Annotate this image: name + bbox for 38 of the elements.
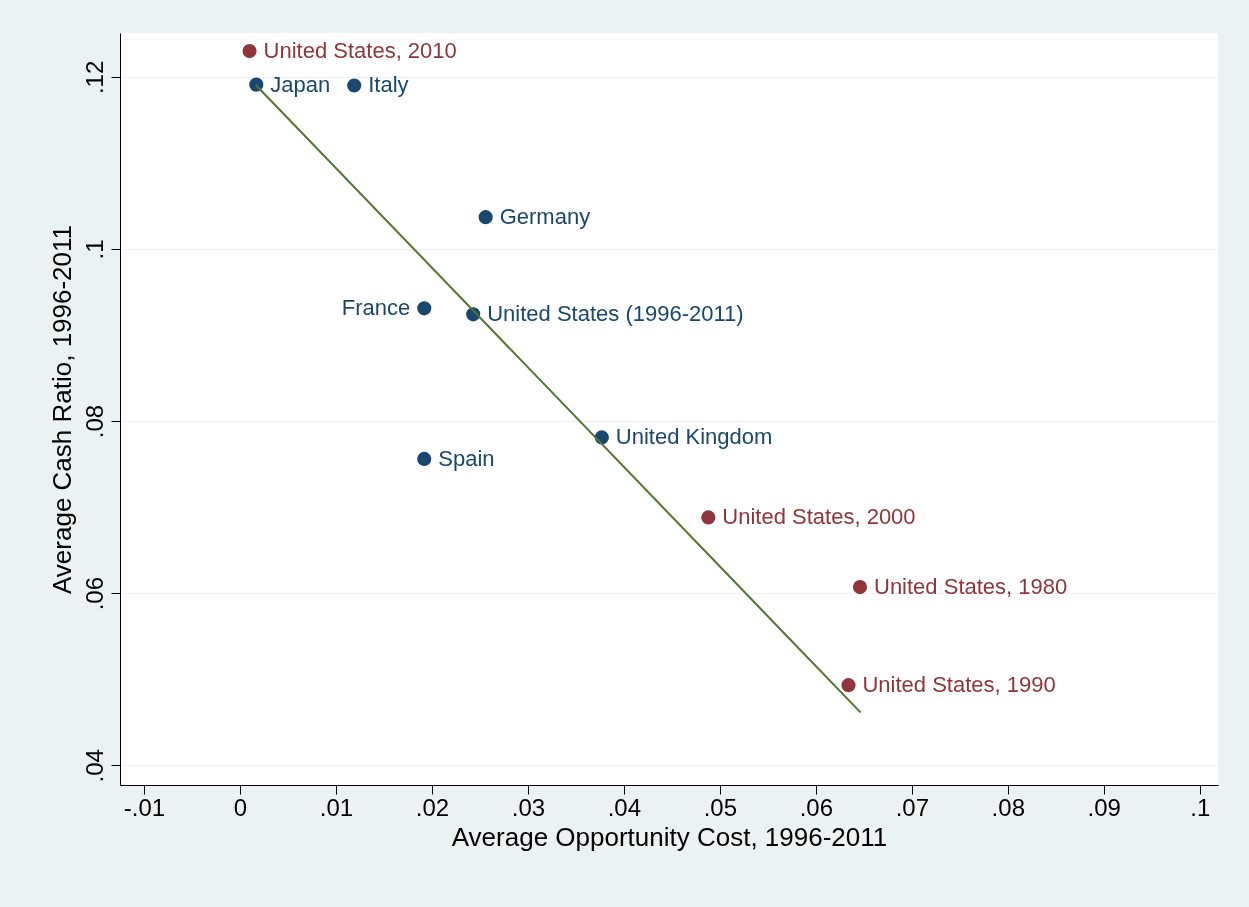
annotation: United States, 2000 (722, 504, 916, 530)
point (417, 451, 432, 466)
annotation: United States, 1990 (862, 672, 1056, 698)
annotation: United States, 2010 (263, 38, 457, 64)
x-tick-label: .05 (703, 793, 738, 821)
annotation: United Kingdom (615, 424, 773, 450)
annotation: United States, 1980 (874, 574, 1068, 600)
y-tick-label: .1 (80, 239, 108, 260)
annotation: Japan (270, 71, 331, 97)
point (417, 301, 432, 316)
x-tick-label: .02 (415, 793, 450, 821)
x-tick-label: -.01 (123, 793, 166, 821)
x-tick-label: .09 (1087, 793, 1121, 821)
y-tick-label: .06 (80, 576, 108, 611)
y-axis-title: Average Cash Ratio, 1996-2011 (46, 224, 77, 595)
x-tick-label: .08 (991, 793, 1025, 821)
annotation: United States (1996-2011) (487, 301, 744, 327)
x-tick-label: 0 (233, 793, 248, 821)
y-tick-label: .12 (80, 60, 108, 95)
x-tick-label: .04 (607, 793, 642, 821)
x-axis-title: Average Opportunity Cost, 1996-2011 (451, 821, 888, 852)
x-tick-label: .06 (799, 793, 834, 821)
x-tick-label: .01 (319, 793, 354, 821)
x-tick-label: .07 (895, 793, 930, 821)
y-tick-label: .08 (80, 404, 108, 439)
point (841, 678, 856, 693)
annotation: Italy (368, 72, 409, 98)
x-tick-label: .1 (1190, 793, 1211, 821)
annotation: Germany (499, 204, 591, 230)
annotation: Spain (438, 445, 495, 471)
point (701, 510, 716, 525)
y-tick-label: .04 (80, 749, 108, 783)
x-tick-label: .03 (511, 793, 546, 821)
point (242, 44, 257, 59)
point (478, 210, 493, 225)
point (347, 78, 362, 93)
annotation: France (341, 295, 411, 321)
point (852, 580, 868, 595)
